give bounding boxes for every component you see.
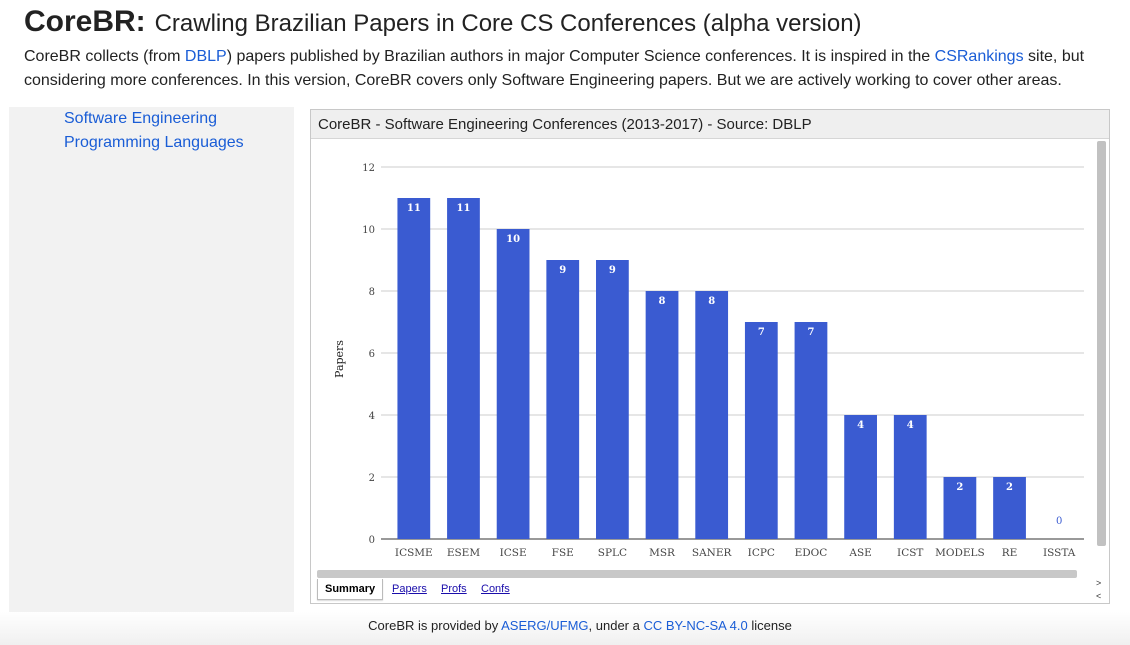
papers-bar-chart: 0 2 4 6 8 10 12 11 ICSME 11 ESEM 10 ICSE 9 FSE 9 SPLC 8 MS… xyxy=(333,163,1084,559)
license-link[interactable]: CC BY-NC-SA 4.0 xyxy=(643,618,748,633)
vertical-scrollbar[interactable] xyxy=(1097,141,1106,546)
sidebar-item-programming-languages[interactable]: Programming Languages xyxy=(64,134,244,151)
bar-edoc[interactable] xyxy=(794,322,828,539)
bar-icse[interactable] xyxy=(496,229,530,539)
x-tick-label: SANER xyxy=(692,547,733,559)
x-tick-label: ICSE xyxy=(500,547,527,559)
chart-panel: CoreBR - Software Engineering Conference… xyxy=(310,109,1110,604)
footer-text-2: , under a xyxy=(588,618,644,633)
dblp-link[interactable]: DBLP xyxy=(184,48,227,65)
x-tick-label: MODELS xyxy=(935,547,985,559)
x-tick-label: RE xyxy=(1002,547,1018,559)
x-tick-label: ICSME xyxy=(395,547,433,559)
data-label: 11 xyxy=(457,203,471,214)
y-tick-label: 4 xyxy=(369,411,375,422)
data-label: 7 xyxy=(807,327,814,338)
scroll-right-arrow[interactable]: > xyxy=(1096,578,1102,588)
intro-text-3: site, but considering more conferences. … xyxy=(24,48,1085,89)
data-label: 8 xyxy=(659,296,666,307)
x-tick-label: ISSTA xyxy=(1043,547,1076,559)
x-tick-label: ASE xyxy=(848,547,871,559)
data-label: 0 xyxy=(1056,516,1062,527)
data-label: 2 xyxy=(1006,482,1013,493)
y-tick-label: 8 xyxy=(369,287,375,298)
intro-paragraph: CoreBR collects (from DBLP) papers publi… xyxy=(24,45,1119,93)
sidebar: Software Engineering Programming Languag… xyxy=(9,107,294,612)
panel-title: CoreBR - Software Engineering Conference… xyxy=(318,116,812,133)
data-label: 11 xyxy=(407,203,421,214)
bar-msr[interactable] xyxy=(645,291,679,539)
page-subtitle: Crawling Brazilian Papers in Core CS Con… xyxy=(154,10,862,37)
x-tick-label: ESEM xyxy=(447,547,481,559)
x-tick-label: FSE xyxy=(552,547,574,559)
bar-models[interactable] xyxy=(943,477,977,539)
bar-saner[interactable] xyxy=(695,291,729,539)
sidebar-item-software-engineering[interactable]: Software Engineering xyxy=(64,110,217,127)
scroll-left-arrow[interactable]: < xyxy=(1096,591,1102,601)
y-tick-label: 10 xyxy=(362,225,375,236)
bar-ase[interactable] xyxy=(844,415,877,539)
bar-icpc[interactable] xyxy=(744,322,778,539)
data-label: 4 xyxy=(857,420,864,431)
data-label: 9 xyxy=(559,265,566,276)
tab-confs[interactable]: Confs xyxy=(481,583,510,595)
footer-band xyxy=(0,612,1130,645)
y-tick-label: 12 xyxy=(362,163,375,174)
bar-icst[interactable] xyxy=(893,415,927,539)
x-tick-label: EDOC xyxy=(795,547,828,559)
bar-esem[interactable] xyxy=(447,198,480,539)
y-axis-label: Papers xyxy=(333,340,346,378)
footer-text-1: CoreBR is provided by xyxy=(368,618,502,633)
tab-profs[interactable]: Profs xyxy=(441,583,467,595)
footer: CoreBR is provided by ASERG/UFMG, under … xyxy=(0,618,1130,633)
bar-icsme[interactable] xyxy=(397,198,431,539)
data-label: 10 xyxy=(506,234,520,245)
x-tick-label: SPLC xyxy=(598,547,627,559)
x-tick-label: ICST xyxy=(897,547,923,559)
bar-splc[interactable] xyxy=(596,260,629,539)
aserg-link[interactable]: ASERG/UFMG xyxy=(501,618,589,633)
x-tick-label: ICPC xyxy=(748,547,775,559)
data-label: 9 xyxy=(609,265,616,276)
csrankings-link[interactable]: CSRankings xyxy=(934,48,1024,65)
intro-text-2: ) papers published by Brazilian authors … xyxy=(226,48,935,65)
bar-fse[interactable] xyxy=(546,260,580,539)
data-label: 8 xyxy=(708,296,715,307)
data-label: 7 xyxy=(758,327,765,338)
tab-summary[interactable]: Summary xyxy=(317,579,384,600)
y-tick-label: 0 xyxy=(369,535,375,546)
panel-header: CoreBR - Software Engineering Conference… xyxy=(311,110,1109,139)
y-tick-label: 2 xyxy=(369,473,375,484)
data-label: 4 xyxy=(907,420,914,431)
y-tick-label: 6 xyxy=(369,349,375,360)
page-title: CoreBR: Crawling Brazilian Papers in Cor… xyxy=(24,2,862,39)
bar-re[interactable] xyxy=(993,477,1026,539)
footer-text-3: license xyxy=(747,618,792,633)
horizontal-scrollbar[interactable] xyxy=(317,570,1077,578)
data-label: 2 xyxy=(956,482,963,493)
x-tick-label: MSR xyxy=(649,547,676,559)
brand-name: CoreBR: xyxy=(24,5,146,38)
intro-text-1: CoreBR collects (from xyxy=(24,48,185,65)
tab-papers[interactable]: Papers xyxy=(392,583,427,595)
